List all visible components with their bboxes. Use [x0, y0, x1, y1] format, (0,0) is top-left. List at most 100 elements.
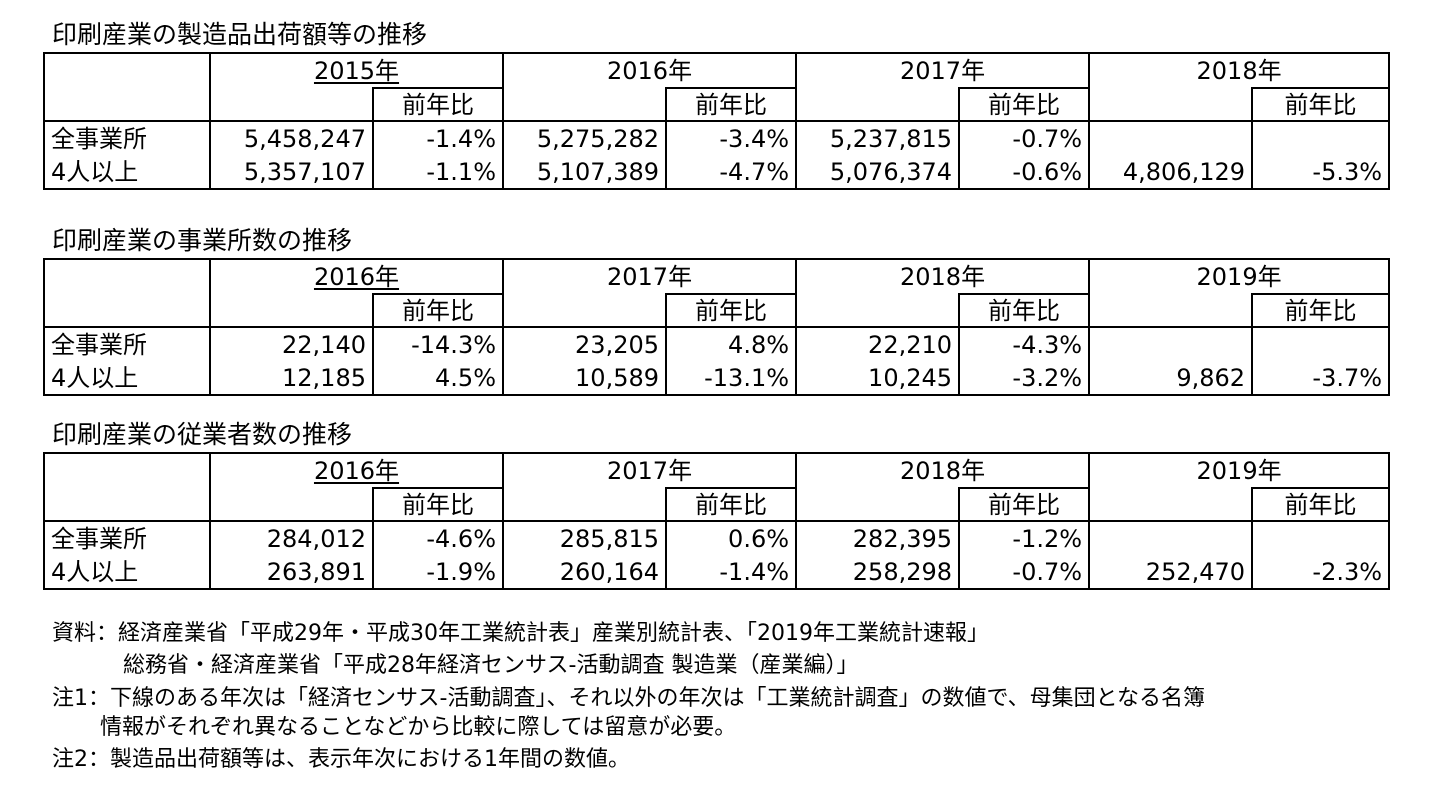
table-row: 全事業所 284,012 -4.6% 285,815 0.6% 282,395 -1.2% [43, 520, 1391, 555]
table-row: 全事業所 5,458,247 -1.4% 5,275,282 -3.4% 5,237,81… [43, 120, 1391, 155]
corner-cell [43, 294, 211, 328]
corner-cell [43, 52, 211, 88]
year-header: 2018年 [1088, 52, 1391, 88]
ratio-cell: -4.3% [958, 326, 1091, 361]
ratio-cell: 4.5% [371, 361, 505, 396]
header-row-sub: 前年比 前年比 前年比 前年比 [43, 87, 1391, 122]
year-header: 2018年 [795, 258, 1091, 294]
ratio-cell [1251, 520, 1391, 555]
value-cell: 4,806,129 [1088, 155, 1254, 190]
ratio-subheader: 前年比 [665, 293, 798, 328]
year-header: 2019年 [1088, 258, 1391, 294]
ratio-subheader: 前年比 [1251, 293, 1391, 328]
note-2: 注2：製造品出荷額等は、表示年次における1年間の数値。 [52, 747, 630, 772]
header-row-years: 2016年 2017年 2018年 2019年 [43, 452, 1391, 488]
year-label: 2015年 [313, 56, 400, 85]
ratio-cell: -4.7% [665, 155, 798, 190]
year-label: 2019年 [1196, 262, 1282, 291]
ratio-cell: -1.4% [665, 555, 798, 590]
year-label: 2019年 [1196, 456, 1282, 485]
ratio-cell: -0.7% [958, 120, 1091, 155]
note-1: 注1：下線のある年次は「経済センサス-活動調査」、それ以外の年次は「工業統計調査… [52, 686, 1205, 711]
value-cell: 258,298 [795, 555, 961, 590]
data-table: 2016年 2017年 2018年 2019年 前年比 前年比 前年比 前年比 全事業所 284,… [43, 452, 1391, 590]
ratio-subheader: 前年比 [371, 487, 505, 522]
ratio-cell: -2.3% [1251, 555, 1391, 590]
data-table: 2015年 2016年 2017年 2018年 前年比 前年比 前年比 前年比 全事業所 5,45… [43, 52, 1391, 190]
table-title: 印刷産業の事業所数の推移 [52, 226, 353, 255]
header-row-years: 2016年 2017年 2018年 2019年 [43, 258, 1391, 294]
value-cell: 5,458,247 [209, 120, 374, 155]
row-label: 全事業所 [43, 120, 211, 155]
table-row: 4人以上 5,357,107 -1.1% 5,107,389 -4.7% 5,076,37… [43, 155, 1391, 190]
ratio-cell: -1.9% [371, 555, 505, 590]
ratio-subheader: 前年比 [958, 487, 1091, 522]
header-row-years: 2015年 2016年 2017年 2018年 [43, 52, 1391, 88]
ratio-cell: -0.6% [958, 155, 1091, 190]
year-header: 2015年 [208, 52, 505, 88]
value-subheader-empty [502, 88, 668, 122]
value-cell: 22,140 [209, 326, 374, 361]
ratio-cell: -4.6% [371, 520, 505, 555]
value-subheader-empty [209, 294, 374, 328]
ratio-subheader: 前年比 [1251, 487, 1391, 522]
note-1-cont: 情報がそれぞれ異なることなどから比較に際しては留意が必要。 [100, 715, 737, 740]
value-cell: 23,205 [502, 326, 668, 361]
ratio-cell: -3.7% [1251, 361, 1391, 396]
value-cell: 5,357,107 [209, 155, 374, 190]
ratio-cell: -1.2% [958, 520, 1091, 555]
year-header: 2017年 [502, 258, 798, 294]
year-label: 2017年 [606, 456, 693, 485]
row-label: 全事業所 [43, 520, 211, 555]
ratio-cell: 0.6% [665, 520, 798, 555]
value-cell: 9,862 [1088, 361, 1254, 396]
data-table: 2016年 2017年 2018年 2019年 前年比 前年比 前年比 前年比 全事業所 22,1… [43, 258, 1391, 396]
value-subheader-empty [1088, 294, 1254, 328]
header-row-sub: 前年比 前年比 前年比 前年比 [43, 293, 1391, 328]
year-label: 2017年 [900, 56, 986, 85]
value-cell: 284,012 [209, 520, 374, 555]
ratio-subheader: 前年比 [958, 87, 1091, 122]
ratio-subheader: 前年比 [665, 487, 798, 522]
value-cell: 285,815 [502, 520, 668, 555]
ratio-cell: 4.8% [665, 326, 798, 361]
value-cell [1088, 326, 1254, 361]
year-label: 2016年 [313, 262, 400, 291]
value-cell: 5,275,282 [502, 120, 668, 155]
row-label: 全事業所 [43, 326, 211, 361]
ratio-cell [1251, 326, 1391, 361]
ratio-subheader: 前年比 [1251, 87, 1391, 122]
value-cell: 10,245 [795, 361, 961, 396]
ratio-cell [1251, 120, 1391, 155]
year-header: 2017年 [795, 52, 1091, 88]
ratio-subheader: 前年比 [665, 87, 798, 122]
row-label: 4人以上 [43, 555, 211, 590]
value-cell: 5,107,389 [502, 155, 668, 190]
value-subheader-empty [502, 294, 668, 328]
ratio-cell: -1.1% [371, 155, 505, 190]
value-subheader-empty [795, 88, 961, 122]
year-label: 2017年 [606, 262, 693, 291]
value-cell [1088, 520, 1254, 555]
ratio-subheader: 前年比 [371, 293, 505, 328]
corner-cell [43, 88, 211, 122]
value-subheader-empty [1088, 88, 1254, 122]
year-header: 2018年 [795, 452, 1091, 488]
ratio-subheader: 前年比 [371, 87, 505, 122]
year-label: 2016年 [606, 56, 693, 85]
ratio-subheader: 前年比 [958, 293, 1091, 328]
source-note-cont: 総務省・経済産業省「平成28年経済センサス-活動調査 製造業（産業編）」 [123, 653, 859, 678]
value-cell: 12,185 [209, 361, 374, 396]
value-cell: 5,076,374 [795, 155, 961, 190]
year-header: 2016年 [208, 452, 505, 488]
corner-cell [43, 488, 211, 522]
value-cell: 22,210 [795, 326, 961, 361]
value-subheader-empty [209, 488, 374, 522]
year-header: 2019年 [1088, 452, 1391, 488]
value-cell [1088, 120, 1254, 155]
ratio-cell: -13.1% [665, 361, 798, 396]
corner-cell [43, 452, 211, 488]
ratio-cell: -0.7% [958, 555, 1091, 590]
year-label: 2018年 [900, 262, 986, 291]
year-label: 2018年 [1196, 56, 1282, 85]
